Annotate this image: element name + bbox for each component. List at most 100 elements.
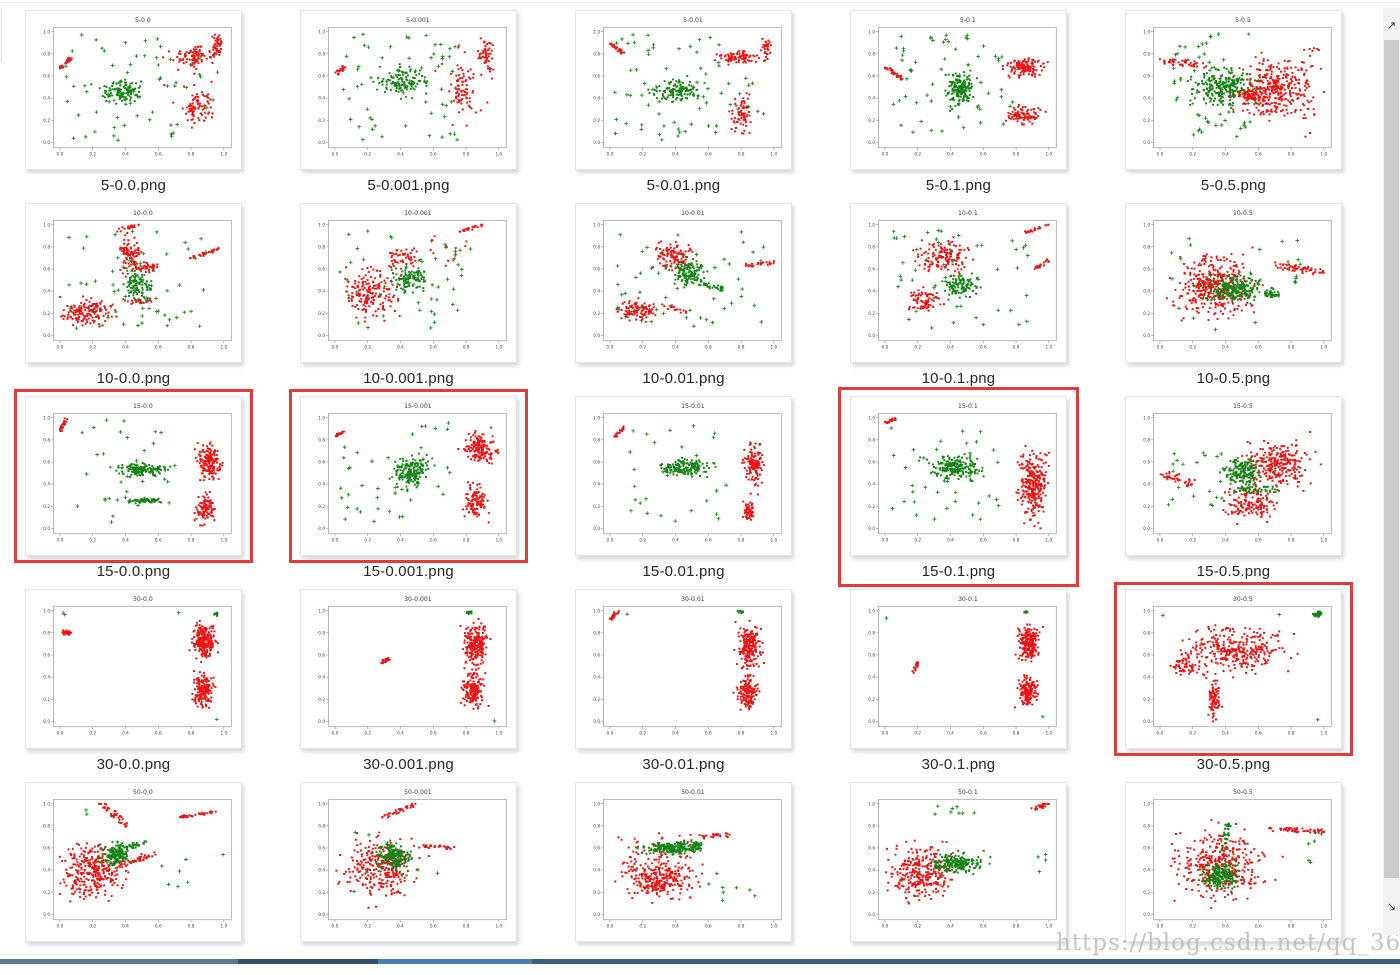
plot-card[interactable]: 10-0.5 1.0 0.8 0.6 0.4 0.2 0.0 0.0 0.2 0.4 0.6 0.8 1…: [1125, 203, 1342, 363]
red-points: [462, 481, 490, 524]
scatter-plot: 30-0.01 1.0 0.8 0.6 0.4 0.2 0.0 0.0 0.2 0.4 0.6 0.8…: [593, 596, 782, 736]
green-points: [84, 808, 89, 816]
plot-card[interactable]: 5-0.5 1.0 0.8 0.6 0.4 0.2 0.0 0.0 0.2 0.4 0.6 0.8 1.…: [1125, 10, 1342, 170]
red-points: [741, 500, 755, 521]
green-points: [338, 421, 452, 524]
green-points: [75, 418, 177, 524]
scatter-plot: 30-0.0 1.0 0.8 0.6 0.4 0.2 0.0 0.0 0.2 0.4 0.6 0.8 1…: [43, 596, 232, 736]
plot-card[interactable]: 10-0.001 1.0 0.8 0.6 0.4 0.2 0.0 0.0 0.2 0.4 0.6 0.…: [300, 203, 517, 363]
plot-title: 15-0.01: [681, 403, 705, 410]
plot-card[interactable]: 30-0.001 1.0 0.8 0.6 0.4 0.2 0.0 0.0 0.2 0.4 0.6 0.…: [300, 589, 517, 749]
y-tick-label: 0.8: [868, 823, 875, 828]
x-tick-label: 0.2: [1189, 731, 1196, 736]
x-tick-label: 0.4: [672, 924, 679, 929]
x-tick-label: 0.4: [397, 731, 404, 736]
tick-marks: [601, 610, 775, 730]
scroll-down-button[interactable]: ↘: [1383, 893, 1400, 919]
scrollbar[interactable]: ↗ ↘: [1383, 8, 1400, 935]
y-tick-label: 0.2: [868, 118, 875, 123]
plot-card[interactable]: 5-0.001 1.0 0.8 0.6 0.4 0.2 0.0 0.0 0.2 0.4 0.6 0.8…: [300, 10, 517, 170]
red-points: [334, 65, 347, 76]
scroll-down-icon: ↘: [1386, 900, 1397, 913]
tick-marks: [326, 31, 500, 151]
plot-card[interactable]: 50-0.0 1.0 0.8 0.6 0.4 0.2 0.0 0.0 0.2 0.4 0.6 0.8 1…: [25, 782, 242, 942]
plot-card[interactable]: 10-0.01 1.0 0.8 0.6 0.4 0.2 0.0 0.0 0.2 0.4 0.6 0.8…: [575, 203, 792, 363]
x-tick-label: 1.0: [220, 152, 227, 157]
x-tick-label: 0.6: [155, 345, 162, 350]
y-tick-label: 0.6: [593, 74, 600, 79]
plot-caption: 15-0.001.png: [363, 563, 454, 580]
scatter-plot: 30-0.001 1.0 0.8 0.6 0.4 0.2 0.0 0.0 0.2 0.4 0.6 0.…: [318, 596, 507, 736]
green-points: [612, 32, 733, 142]
plot-card[interactable]: 15-0.01 1.0 0.8 0.6 0.4 0.2 0.0 0.0 0.2 0.4 0.6 0.8…: [575, 396, 792, 556]
x-tick-label: 0.4: [672, 731, 679, 736]
axes-frame: [603, 26, 782, 149]
x-tick-label: 0.8: [188, 345, 195, 350]
plot-card[interactable]: 5-0.0 1.0 0.8 0.6 0.4 0.2 0.0 0.0 0.2 0.4 0.6 0.8 1.…: [25, 10, 242, 170]
y-tick-label: 0.2: [1143, 697, 1150, 702]
x-tick-label: 0.8: [188, 924, 195, 929]
x-tick-label: 0.4: [947, 345, 954, 350]
y-tick-label: 0.8: [318, 823, 325, 828]
plot-card[interactable]: 10-0.1 1.0 0.8 0.6 0.4 0.2 0.0 0.0 0.2 0.4 0.6 0.8 1…: [850, 203, 1067, 363]
y-tick-label: 0.2: [1143, 118, 1150, 123]
plot-card[interactable]: 15-0.0 1.0 0.8 0.6 0.4 0.2 0.0 0.0 0.2 0.4 0.6 0.8 1…: [25, 396, 242, 556]
plot-title: 30-0.0: [133, 596, 153, 603]
plot-card[interactable]: 50-0.001 1.0 0.8 0.6 0.4 0.2 0.0 0.0 0.2 0.4 0.6 0.…: [300, 782, 517, 942]
plot-card[interactable]: 5-0.1 1.0 0.8 0.6 0.4 0.2 0.0 0.0 0.2 0.4 0.6 0.8 1.…: [850, 10, 1067, 170]
tick-marks: [876, 31, 1050, 151]
plot-card[interactable]: 50-0.1 1.0 0.8 0.6 0.4 0.2 0.0 0.0 0.2 0.4 0.6 0.8 1…: [850, 782, 1067, 942]
scroll-up-button[interactable]: ↗: [1383, 12, 1400, 38]
plot-card[interactable]: 10-0.0 1.0 0.8 0.6 0.4 0.2 0.0 0.0 0.2 0.4 0.6 0.8 1…: [25, 203, 242, 363]
y-tick-label: 0.2: [1143, 504, 1150, 509]
y-tick-label: 0.6: [868, 653, 875, 658]
y-tick-label: 1.0: [868, 608, 875, 613]
plot-cell: 5-0.0 1.0 0.8 0.6 0.4 0.2 0.0 0.0 0.2 0.4 0.6 0.8 1.…: [25, 10, 242, 203]
x-tick-label: 0.6: [980, 924, 987, 929]
window-left-edge: [1, 8, 2, 62]
red-points: [1236, 430, 1322, 494]
green-points: [341, 32, 459, 142]
y-tick-label: 1.0: [1143, 415, 1150, 420]
red-points: [58, 417, 69, 433]
plot-card[interactable]: 15-0.1 1.0 0.8 0.6 0.4 0.2 0.0 0.0 0.2 0.4 0.6 0.8 1…: [850, 396, 1067, 556]
y-tick-label: 0.4: [1143, 289, 1150, 294]
axes-frame: [878, 26, 1057, 149]
x-tick-label: 0.4: [397, 538, 404, 543]
x-tick-label: 0.0: [1157, 152, 1164, 157]
y-tick-label: 0.2: [43, 697, 50, 702]
x-tick-label: 0.6: [1255, 538, 1262, 543]
plot-card[interactable]: 5-0.01 1.0 0.8 0.6 0.4 0.2 0.0 0.0 0.2 0.4 0.6 0.8 1…: [575, 10, 792, 170]
axes-frame: [878, 798, 1057, 921]
scrollbar-thumb[interactable]: [1384, 40, 1399, 878]
x-tick-label: 0.2: [914, 152, 921, 157]
x-tick-label: 1.0: [220, 731, 227, 736]
plot-card[interactable]: 30-0.01 1.0 0.8 0.6 0.4 0.2 0.0 0.0 0.2 0.4 0.6 0.8…: [575, 589, 792, 749]
red-points: [614, 850, 704, 904]
x-tick-label: 0.8: [1288, 538, 1295, 543]
plot-card[interactable]: 30-0.5 1.0 0.8 0.6 0.4 0.2 0.0 0.0 0.2 0.4 0.6 0.8 1…: [1125, 589, 1342, 749]
plot-card[interactable]: 15-0.001 1.0 0.8 0.6 0.4 0.2 0.0 0.0 0.2 0.4 0.6 0.…: [300, 396, 517, 556]
y-tick-label: 0.2: [43, 311, 50, 316]
green-points: [1264, 286, 1281, 299]
plot-cell: 30-0.1 1.0 0.8 0.6 0.4 0.2 0.0 0.0 0.2 0.4 0.6 0.8 1…: [850, 589, 1067, 782]
scatter-plot: 50-0.0 1.0 0.8 0.6 0.4 0.2 0.0 0.0 0.2 0.4 0.6 0.8 1…: [43, 789, 232, 929]
y-tick-label: 0.2: [318, 118, 325, 123]
plot-card[interactable]: 30-0.0 1.0 0.8 0.6 0.4 0.2 0.0 0.0 0.2 0.4 0.6 0.8 1…: [25, 589, 242, 749]
x-tick-label: 0.0: [57, 924, 64, 929]
x-tick-label: 0.6: [980, 538, 987, 543]
red-points: [713, 50, 765, 66]
x-tick-label: 0.0: [607, 345, 614, 350]
plot-card[interactable]: 15-0.5 1.0 0.8 0.6 0.4 0.2 0.0 0.0 0.2 0.4 0.6 0.8 1…: [1125, 396, 1342, 556]
y-tick-label: 0.0: [1143, 333, 1150, 338]
scatter-plot: 10-0.0 1.0 0.8 0.6 0.4 0.2 0.0 0.0 0.2 0.4 0.6 0.8 1…: [43, 210, 232, 350]
y-tick-label: 0.0: [1143, 719, 1150, 724]
y-tick-label: 0.6: [868, 460, 875, 465]
plot-card[interactable]: 50-0.01 1.0 0.8 0.6 0.4 0.2 0.0 0.0 0.2 0.4 0.6 0.8…: [575, 782, 792, 942]
y-tick-label: 1.0: [43, 222, 50, 227]
axes-frame: [328, 605, 507, 728]
plot-card[interactable]: 30-0.1 1.0 0.8 0.6 0.4 0.2 0.0 0.0 0.2 0.4 0.6 0.8 1…: [850, 589, 1067, 749]
x-tick-label: 0.6: [1255, 345, 1262, 350]
plot-card[interactable]: 50-0.5 1.0 0.8 0.6 0.4 0.2 0.0 0.0 0.2 0.4 0.6 0.8 1…: [1125, 782, 1342, 942]
y-tick-label: 0.0: [43, 912, 50, 917]
